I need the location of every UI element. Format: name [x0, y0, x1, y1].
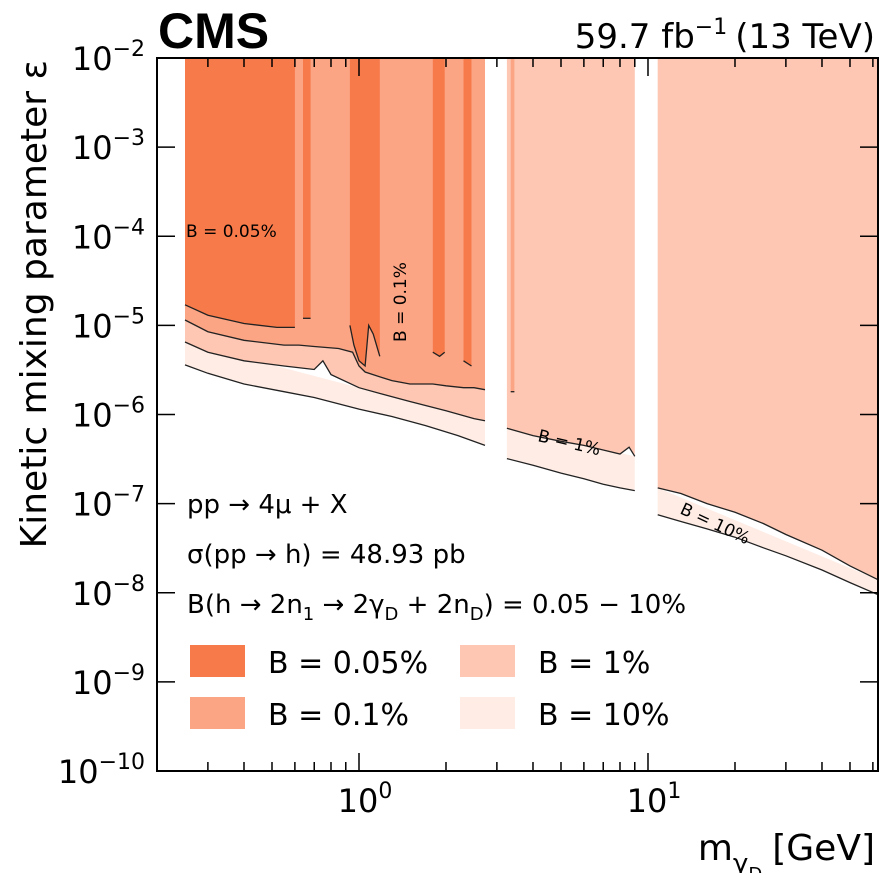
region-2-1 — [506, 58, 635, 457]
region-0-4 — [463, 58, 472, 366]
region-3-2 — [657, 487, 878, 595]
y-tick-label: 10−10 — [58, 750, 145, 791]
contour-0-3 — [432, 351, 446, 358]
tick-labels: 10−10 10−9 10−8 10−7 10−6 10−5 10−4 10−3 10−2 100… — [58, 37, 682, 820]
exclusion-regions — [185, 58, 878, 595]
y-tick-label: 10−4 — [72, 215, 145, 256]
legend-swatch-10 — [460, 697, 515, 729]
axis-ticks — [156, 57, 878, 772]
y-tick-label: 10−9 — [72, 661, 145, 702]
contour-1-0 — [184, 319, 486, 391]
region-1-1 — [510, 58, 515, 392]
region-0-1 — [303, 58, 311, 319]
contour-2-2 — [657, 487, 879, 581]
legend-label-005: B = 0.05% — [268, 646, 428, 681]
contour-3-1 — [506, 457, 635, 492]
x-axis-label: mγD[GeV] — [698, 828, 875, 873]
y-tick-label: 10−2 — [72, 37, 145, 78]
contour-3-0 — [184, 364, 486, 447]
y-tick-label: 10−8 — [72, 572, 145, 613]
y-tick-label: 10−5 — [72, 304, 145, 345]
legend-swatch-1 — [460, 645, 515, 677]
region-3-0 — [185, 342, 485, 446]
y-tick-label: 10−7 — [72, 483, 145, 524]
legend-label-1: B = 1% — [538, 646, 650, 681]
legend-swatch-01 — [190, 697, 245, 729]
contour-2-0 — [184, 341, 486, 422]
contour-0-4 — [463, 360, 472, 367]
y-tick-label: 10−6 — [72, 394, 145, 435]
xsec-annotation: σ(pp → h) = 48.93 pb — [187, 540, 466, 570]
region-3-1 — [506, 428, 635, 491]
br-annotation: B(h → 2n1 → 2γD + 2nD) = 0.05 − 10% — [187, 590, 686, 625]
region-0-3 — [432, 58, 445, 357]
x-tick-label: 101 — [627, 779, 682, 820]
y-tick-label: 10−3 — [72, 126, 145, 167]
experiment-label: CMS — [158, 3, 269, 59]
legend-swatch-005 — [190, 645, 245, 677]
legend-label-01: B = 0.1% — [268, 698, 409, 733]
contour-lines — [184, 304, 879, 596]
region-0-2 — [349, 58, 380, 366]
region-0-0 — [185, 58, 295, 328]
contour-label-005: B = 0.05% — [186, 222, 277, 242]
contour-label-01: B = 0.1% — [391, 262, 411, 342]
legend-label-10: B = 10% — [538, 698, 669, 733]
contour-2-1 — [506, 427, 636, 457]
contour-3-2 — [657, 514, 879, 596]
region-2-2 — [657, 58, 878, 580]
x-tick-label: 100 — [338, 779, 393, 820]
process-annotation: pp → 4μ + X — [187, 490, 348, 520]
legend: B = 0.05% B = 0.1% B = 1% B = 10% — [190, 645, 669, 733]
y-axis-label: Kinetic mixing parameter ε — [14, 60, 55, 548]
contour-0-2 — [349, 323, 381, 368]
luminosity-label: 59.7 fb−1 (13 TeV) — [575, 15, 875, 57]
contour-0-0 — [184, 304, 295, 329]
